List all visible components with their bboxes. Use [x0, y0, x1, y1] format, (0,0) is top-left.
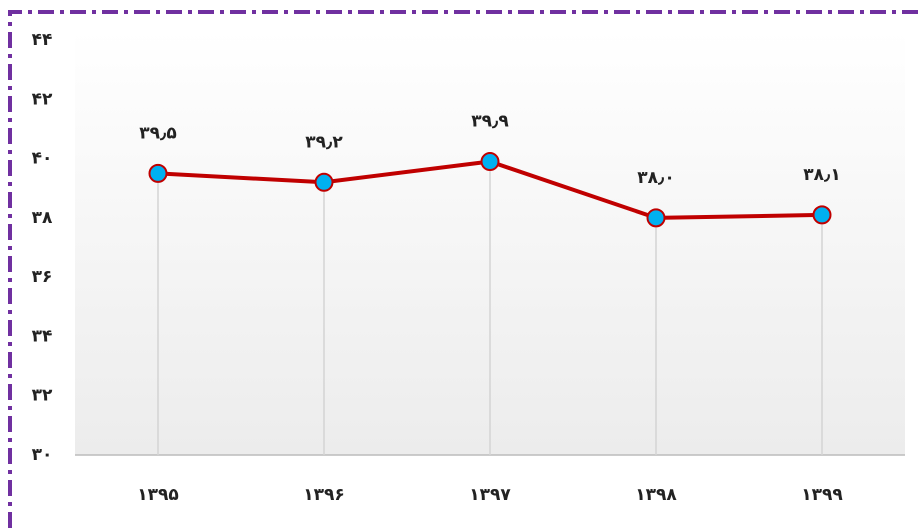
- data-point: [480, 152, 500, 172]
- y-tick-label: ۴۲: [32, 89, 53, 109]
- x-tick-label: ۱۳۹۶: [303, 485, 345, 505]
- y-tick-label: ۳۶: [32, 267, 53, 287]
- x-tick-label: ۱۳۹۸: [635, 485, 677, 505]
- y-tick-label: ۳۸: [32, 208, 53, 228]
- y-tick-label: ۴۰: [32, 149, 53, 169]
- x-tick-label: ۱۳۹۷: [469, 485, 511, 505]
- y-tick-label: ۳۰: [32, 445, 53, 465]
- data-label: ۳۸٫۱: [803, 165, 840, 185]
- data-point: [314, 172, 334, 192]
- data-label: ۳۹٫۲: [305, 132, 343, 152]
- data-point: [646, 208, 666, 228]
- data-point: [812, 205, 832, 225]
- x-tick-label: ۱۳۹۵: [137, 485, 179, 505]
- data-label: ۳۹٫۵: [139, 123, 176, 143]
- data-point: [148, 163, 168, 183]
- frame-border: [8, 10, 924, 528]
- x-tick-label: ۱۳۹۹: [801, 485, 843, 505]
- y-tick-label: ۳۲: [32, 386, 53, 406]
- data-label: ۳۸٫۰: [637, 168, 674, 188]
- y-tick-label: ۳۴: [32, 326, 53, 346]
- data-label: ۳۹٫۹: [471, 112, 509, 132]
- y-tick-label: ۴۴: [32, 30, 53, 50]
